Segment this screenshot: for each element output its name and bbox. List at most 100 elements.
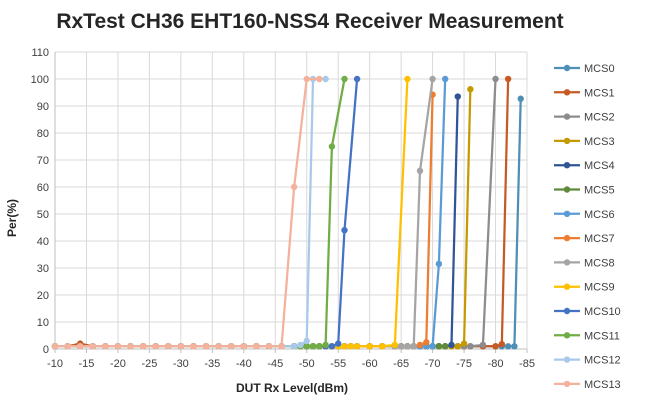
x-tick-label: -45 [267,358,283,370]
y-tick-label: 110 [31,47,49,59]
legend: MCS0 MCS1 MCS2 MCS3 MCS4 MCS5 MCS6 MCS7 MCS8 MCS9… [554,63,621,391]
data-point [328,343,336,350]
legend-item-mcs10: MCS10 [554,306,621,318]
legend-label: MCS6 [584,209,615,221]
legend-label: MCS1 [584,87,615,99]
legend-item-mcs2: MCS2 [554,112,615,124]
x-tick-label: -75 [456,358,472,370]
data-point [479,341,487,349]
legend-item-mcs13: MCS13 [554,379,621,391]
data-point [152,343,159,350]
data-point [303,337,310,345]
data-point [404,75,411,83]
legend-item-mcs7: MCS7 [554,233,615,245]
legend-marker [563,162,571,169]
data-point [416,341,424,349]
x-axis-title: DUT Rx Level(dBm) [236,381,348,395]
legend-marker [563,380,571,388]
legend-marker [563,89,571,96]
legend-item-mcs8: MCS8 [554,257,615,269]
chart-title: RxTest CH36 EHT160-NSS4 Receiver Measure… [56,10,563,33]
data-point [353,343,361,350]
series-line [55,89,472,348]
data-point [416,167,424,174]
data-point [253,343,260,350]
legend-label: MCS12 [584,355,621,367]
legend-marker [563,234,571,242]
data-point [303,75,310,83]
data-point [492,343,499,350]
data-point [265,343,273,350]
legend-item-mcs12: MCS12 [554,355,621,367]
legend-item-mcs3: MCS3 [554,136,615,148]
data-point [290,183,298,191]
x-tick-label: -20 [110,358,126,370]
data-point [435,260,443,268]
legend-label: MCS8 [584,257,615,269]
y-tick-label: 80 [37,128,49,140]
legend-label: MCS5 [584,185,615,197]
data-point [309,343,317,350]
axes: 0 10 20 30 40 50 60 70 80 90 100 110 -10 -15 -20 -25 -30… [31,47,535,370]
data-point [64,343,71,350]
data-point [165,343,172,350]
x-tick-label: -40 [236,358,252,370]
legend-marker [563,137,571,145]
data-point [190,343,197,350]
legend-label: MCS9 [584,282,615,294]
data-point [467,86,474,93]
legend-item-mcs9: MCS9 [554,282,615,294]
legend-marker [563,186,571,193]
data-point [127,343,134,350]
x-tick-label: -50 [299,358,315,370]
x-tick-label: -55 [330,358,346,370]
data-point [177,343,185,350]
legend-label: MCS0 [584,63,615,75]
series-mcs12 [51,75,329,350]
data-point [328,143,336,150]
data-point [341,227,348,234]
data-point [517,95,524,102]
x-tick-label: -35 [204,358,220,370]
data-point [379,343,386,350]
y-tick-label: 70 [37,155,49,167]
y-tick-label: 60 [37,182,49,194]
data-point [322,75,329,83]
data-point [297,341,304,349]
data-point [76,343,84,350]
data-point [240,343,247,350]
data-point [316,343,323,350]
data-point [441,343,449,350]
data-point [460,340,468,347]
series-mcs1 [51,75,512,350]
data-point [102,343,109,350]
legend-label: MCS2 [584,112,615,124]
series-mcs6 [51,75,449,350]
legend-marker [563,210,571,217]
data-point [429,343,436,350]
legend-label: MCS10 [584,306,621,318]
legend-marker [563,332,571,339]
data-point [316,75,323,83]
legend-marker [563,259,571,266]
data-point [228,343,235,350]
series-layer [51,75,524,350]
data-point [467,343,474,350]
series-line [55,98,522,348]
x-tick-label: -10 [47,358,63,370]
legend-label: MCS3 [584,136,615,148]
data-point [278,343,285,350]
legend-label: MCS4 [584,160,615,172]
x-tick-label: -15 [79,358,95,370]
legend-item-mcs11: MCS11 [554,330,620,342]
data-point [404,343,411,350]
x-tick-label: -25 [141,358,157,370]
y-tick-label: 100 [31,74,49,86]
data-point [423,339,430,346]
y-axis-title: Per(%) [5,199,19,237]
y-tick-label: 90 [37,101,49,113]
series-line [55,78,447,348]
data-point [341,343,348,350]
